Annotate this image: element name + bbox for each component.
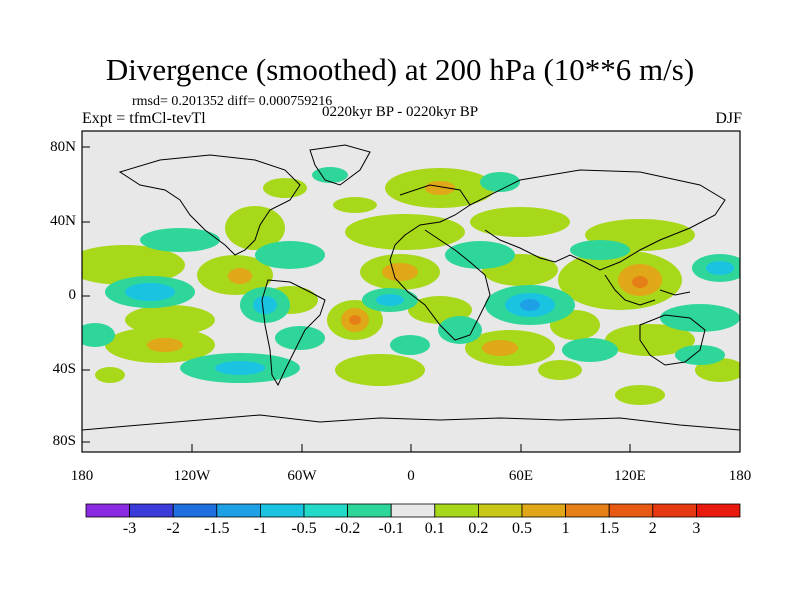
lat-label: 80N xyxy=(50,139,76,155)
experiment-label: Expt = tfmCl-tevTl xyxy=(82,110,206,127)
colorbar-label: 0.1 xyxy=(424,520,445,537)
colorbar-label: 0.2 xyxy=(468,520,489,537)
colorbar-label: 1 xyxy=(561,520,570,537)
lon-label: 60E xyxy=(508,468,534,484)
colorbar-swatch xyxy=(129,503,174,518)
colorbar-swatch xyxy=(565,503,610,518)
colorbar-label: -0.1 xyxy=(378,520,404,537)
positive-max-regions xyxy=(349,276,648,325)
lat-label: 0 xyxy=(68,287,77,303)
colorbar-label: -0.2 xyxy=(334,520,361,537)
axis-ticks xyxy=(81,146,741,452)
positive-weak-regions xyxy=(82,168,740,405)
colorbar-swatch xyxy=(521,503,566,518)
colorbar-label: 3 xyxy=(692,520,701,537)
colorbar-label: -1 xyxy=(253,520,268,537)
coastlines xyxy=(82,144,740,431)
colorbar-label: -0.5 xyxy=(291,520,317,537)
colorbar-swatch xyxy=(85,503,130,518)
negative-max-regions xyxy=(520,299,540,311)
lon-label: 180 xyxy=(70,468,94,484)
negative-weak-regions xyxy=(82,167,740,383)
colorbar-swatch xyxy=(696,503,741,518)
colorbar-swatch xyxy=(477,503,523,518)
lat-label: 40S xyxy=(52,361,76,377)
page-title: Divergence (smoothed) at 200 hPa (10**6 … xyxy=(105,52,695,87)
colorbar-label: -3 xyxy=(122,520,137,537)
colorbar-label: -2 xyxy=(166,520,180,537)
lon-label: 180 xyxy=(728,468,752,484)
lat-label: 80S xyxy=(52,433,76,449)
colorbar-label: 0.5 xyxy=(512,520,532,537)
season-label: DJF xyxy=(715,110,742,127)
colorbar xyxy=(85,503,741,518)
colorbar-label: -1.5 xyxy=(204,520,230,537)
colorbar-swatch xyxy=(303,503,348,518)
lon-label: 120W xyxy=(173,468,211,484)
colorbar-swatch xyxy=(172,503,218,518)
divergence-field xyxy=(82,167,740,405)
period-label: 0220kyr BP - 0220kyr BP xyxy=(322,104,479,120)
lon-label: 60W xyxy=(287,468,317,484)
stats-text: rmsd= 0.201352 diff= 0.000759216 xyxy=(132,94,333,109)
colorbar-swatch xyxy=(608,503,654,518)
lon-label: 120E xyxy=(614,468,646,484)
lat-label: 40N xyxy=(50,213,76,229)
colorbar-swatch xyxy=(347,503,392,518)
lon-label: 0 xyxy=(407,468,415,484)
colorbar-swatch xyxy=(390,503,436,518)
colorbar-swatch xyxy=(259,503,305,518)
colorbar-label: 1.5 xyxy=(599,520,620,537)
colorbar-label: 2 xyxy=(648,520,657,537)
colorbar-swatch xyxy=(652,503,697,518)
colorbar-swatch xyxy=(434,503,479,518)
colorbar-swatch xyxy=(216,503,261,518)
